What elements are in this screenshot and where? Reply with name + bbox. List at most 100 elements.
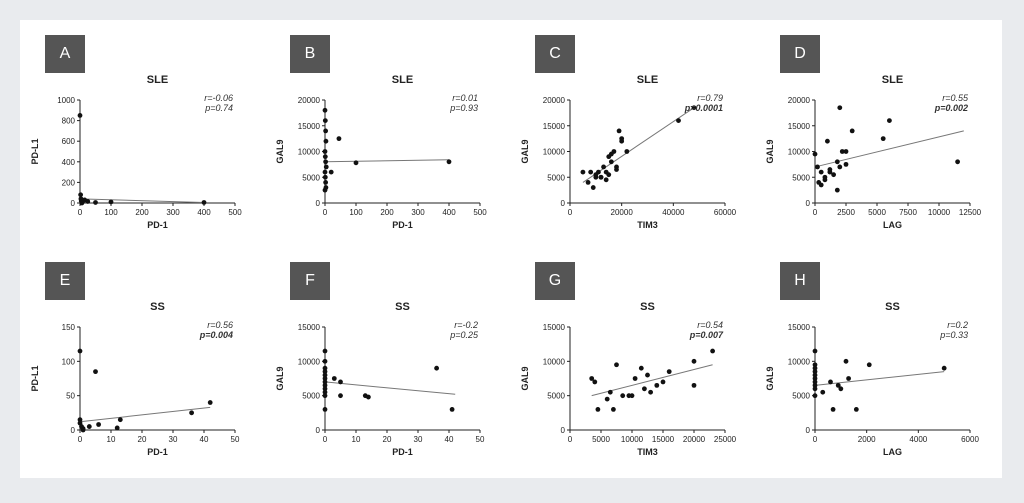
data-point [611,407,616,412]
x-tick-label: 10 [107,435,116,444]
data-point [606,172,612,178]
data-point [323,159,329,165]
data-point [322,348,328,354]
x-tick-label: 30 [169,435,178,444]
x-tick-label: 0 [78,435,83,444]
data-point [96,422,101,427]
data-point [880,136,886,142]
data-point [830,407,836,412]
y-tick-label: 50 [66,392,75,401]
x-tick-label: 6000 [961,435,979,444]
y-tick-label: 0 [316,199,321,208]
chart-title: SLE [882,74,903,86]
x-tick-label: 20000 [683,435,706,444]
x-axis-label: PD-1 [392,220,413,230]
data-point [449,407,455,412]
x-tick-label: 10000 [621,435,644,444]
data-point [619,136,625,142]
x-tick-label: 0 [323,435,328,444]
r-value: r=0.79 [697,93,723,103]
data-point [322,187,328,193]
data-point [189,410,195,416]
p-value: p=0.74 [204,103,233,113]
p-value: p=0.004 [199,330,233,340]
data-point [593,172,599,178]
y-axis-label: GAL9 [520,366,530,390]
y-tick-label: 800 [62,117,76,126]
data-point [654,382,660,388]
data-point [207,400,213,405]
y-axis-label: GAL9 [275,139,285,163]
x-tick-label: 0 [568,208,573,217]
data-point [648,389,653,395]
x-tick-label: 4000 [909,435,927,444]
panel-letter-badge: F [290,262,330,300]
x-tick-label: 50 [231,435,240,444]
r-value: r=0.01 [452,93,478,103]
x-axis-label: TIM3 [637,447,658,457]
y-tick-label: 200 [62,178,76,187]
data-point [78,192,84,198]
data-point [201,200,207,205]
y-axis-label: PD-L1 [30,138,40,164]
panel-b: B SLE 0 100 200 300 400 500 0 5000 10000 15000 20000… [265,25,510,253]
data-point [608,159,614,165]
x-tick-label: 200 [135,208,149,217]
chart-title: SLE [147,74,168,86]
data-point [78,196,84,202]
data-point [812,365,818,371]
p-value: p=0.0001 [684,103,723,113]
data-point [812,369,818,375]
x-tick-label: 40 [200,435,209,444]
data-point [822,174,828,180]
panel-g: G SS 0 5000 10000 15000 20000 25000 0 5000 10000 15… [510,252,755,480]
data-point [827,167,833,172]
x-tick-label: 30 [414,435,423,444]
data-point [839,149,845,154]
data-point [323,180,329,185]
scatter-plot: SLE 0 100 200 300 400 500 0 200 400 600 800 1000 PD-1… [30,74,242,230]
y-tick-label: 20000 [788,96,811,105]
data-point [812,393,818,399]
x-tick-label: 40000 [662,208,685,217]
panel-c: C SLE 0 20000 40000 60000 0 5000 10000 15000 20000… [510,25,755,253]
regression-line [324,159,450,163]
data-point [322,358,328,364]
data-point [322,365,328,371]
y-tick-label: 10000 [788,357,811,366]
data-point [338,393,343,399]
y-tick-label: 10000 [788,148,811,157]
data-point [322,169,328,175]
y-tick-label: 5000 [792,392,810,401]
y-tick-label: 5000 [302,173,320,182]
y-axis-label: GAL9 [765,139,775,163]
data-point [323,128,329,134]
r-value: r=0.55 [942,93,969,103]
data-point [955,159,960,165]
data-point [837,164,843,170]
chart-title: SLE [637,74,658,86]
y-axis-label: PD-L1 [30,365,40,391]
y-tick-label: 15000 [543,122,566,131]
y-tick-label: 10000 [543,357,566,366]
x-tick-label: 5000 [592,435,610,444]
figure-panel-grid: A SLE 0 100 200 300 400 500 0 200 400 600 800 1000 PD-… [20,20,1002,478]
data-point [604,396,610,402]
x-tick-label: 100 [349,208,363,217]
y-tick-label: 20000 [543,96,566,105]
x-tick-label: 25000 [714,435,737,444]
y-axis-label: GAL9 [520,139,530,163]
data-point [322,149,328,154]
panel-e: E SS 0 10 20 30 40 50 0 50 100 150 PD-1 PD-L1 r=0.56 p=… [20,252,265,480]
data-point [834,159,840,165]
data-point [866,362,872,368]
regression-line [582,107,695,183]
x-tick-label: 2500 [837,208,855,217]
data-point [322,118,328,123]
data-point [691,105,697,111]
x-tick-label: 0 [813,208,818,217]
data-point [853,407,859,412]
data-point [812,386,818,392]
x-tick-label: 400 [442,208,456,217]
panel-letter-badge: A [45,35,85,73]
